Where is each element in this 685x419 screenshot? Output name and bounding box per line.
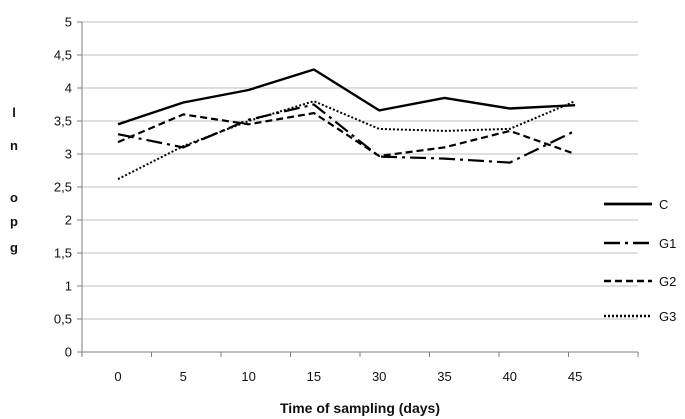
y-tick-label: 4 (65, 81, 72, 96)
series-line-g2 (117, 111, 576, 158)
y-axis-label-char: p (10, 214, 18, 229)
y-axis-label: l n opg (10, 105, 18, 255)
series-line-g1 (117, 103, 576, 164)
x-tick-label: 35 (437, 369, 451, 384)
legend: C G1 G2 G3 (604, 197, 676, 324)
series-lines (117, 68, 576, 180)
y-tick-label: 2 (65, 213, 72, 228)
legend-label-g3: G3 (659, 309, 676, 324)
x-tick-label: 45 (568, 369, 582, 384)
axes (77, 21, 639, 357)
y-tick-label: 1,5 (54, 246, 72, 261)
x-tick-label: 10 (241, 369, 255, 384)
y-tick-label: 3 (65, 147, 72, 162)
y-axis-label-char: o (10, 190, 18, 205)
x-tick-label: 40 (503, 369, 517, 384)
series-line-g3 (117, 100, 576, 180)
gridlines (82, 21, 638, 320)
legend-label-g2: G2 (659, 274, 676, 289)
y-tick-label: 1 (65, 279, 72, 294)
x-tick-label: 15 (307, 369, 321, 384)
series-line-c (117, 68, 576, 126)
y-axis-label-char: l (12, 105, 16, 120)
y-tick-label: 3,5 (54, 114, 72, 129)
y-tick-label: 5 (65, 15, 72, 30)
legend-label-c: C (659, 197, 668, 212)
y-axis-label-char: n (10, 138, 18, 153)
x-tick-label: 0 (114, 369, 121, 384)
x-tick-label: 30 (372, 369, 386, 384)
x-axis-label: Time of sampling (days) (280, 400, 440, 416)
y-tick-label: 0,5 (54, 312, 72, 327)
x-tick-label: 5 (180, 369, 187, 384)
y-tick-label: 2,5 (54, 180, 72, 195)
y-tick-label: 4,5 (54, 48, 72, 63)
y-axis-label-char: g (10, 240, 18, 255)
legend-label-g1: G1 (659, 236, 676, 251)
y-tick-labels: 0 0,5 1 1,5 2 2,5 3 3,5 4 4,5 5 (54, 15, 72, 360)
x-tick-labels: 0 5 10 15 30 35 40 45 (114, 369, 582, 384)
y-tick-label: 0 (65, 345, 72, 360)
